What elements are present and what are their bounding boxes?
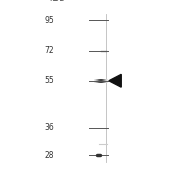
Text: 36: 36 [45, 123, 55, 132]
Polygon shape [109, 74, 121, 87]
Text: 55: 55 [45, 76, 55, 85]
Text: kDa: kDa [49, 0, 64, 3]
Text: 95: 95 [45, 16, 55, 25]
Text: 28: 28 [45, 151, 54, 160]
Text: 72: 72 [45, 46, 54, 55]
